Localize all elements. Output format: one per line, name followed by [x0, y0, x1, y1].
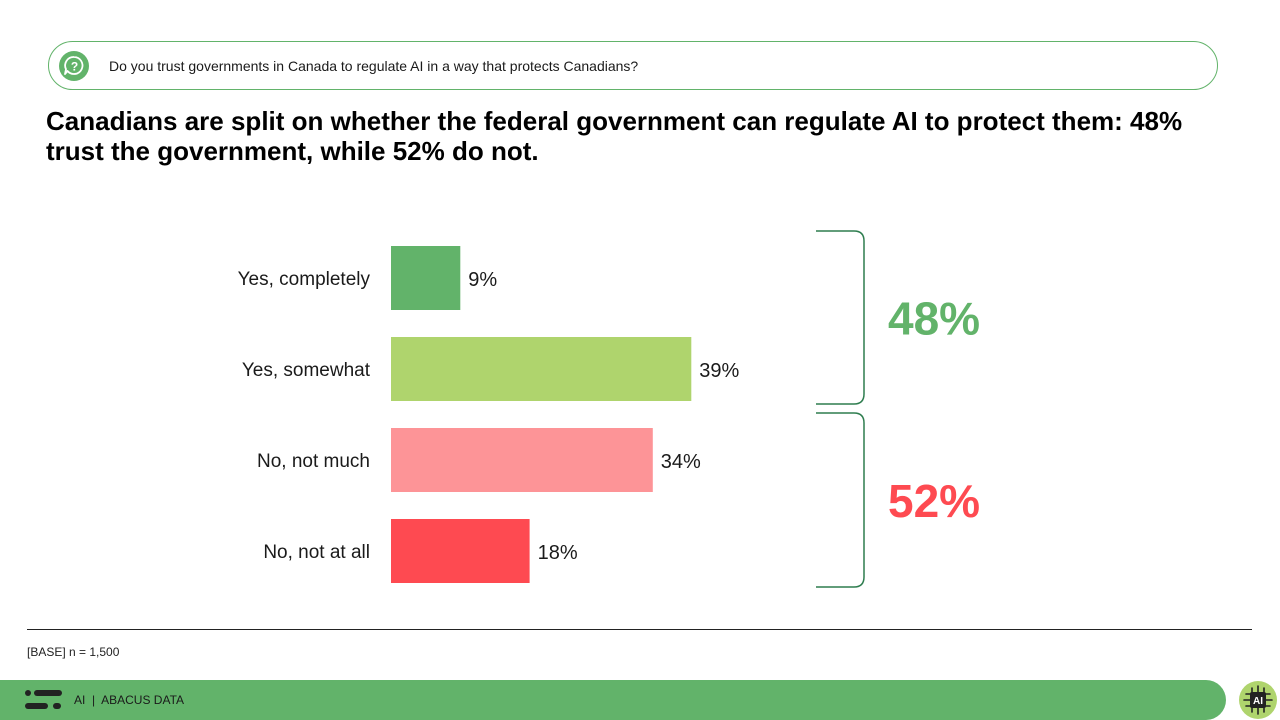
question-chat-icon: ? [59, 51, 89, 81]
bar-chart: Yes, completely 9% Yes, somewhat 39% No, not… [238, 230, 980, 588]
bar [391, 428, 653, 492]
value-label: 34% [661, 451, 701, 473]
category-label: Yes, somewhat [242, 360, 371, 381]
ai-chip-badge-icon: AI [1239, 681, 1277, 719]
bar [391, 519, 530, 583]
base-note: [BASE] n = 1,500 [27, 645, 120, 659]
question-box: ? Do you trust governments in Canada to … [48, 41, 1218, 90]
bar [391, 337, 692, 401]
footer-bar: AI | ABACUS DATA [0, 680, 1226, 720]
page-title: Canadians are split on whether the feder… [46, 106, 1183, 166]
category-label: No, not at all [263, 542, 370, 563]
value-label: 18% [538, 542, 578, 564]
category-label: No, not much [257, 451, 370, 472]
ai-badge-text: AI [1253, 696, 1263, 707]
divider [27, 629, 1252, 630]
question-text: Do you trust governments in Canada to re… [109, 58, 639, 74]
value-label: 39% [699, 360, 739, 382]
footer-text: AI | ABACUS DATA [74, 693, 185, 707]
group-total-label: 48% [888, 293, 980, 345]
value-label: 9% [468, 269, 497, 291]
bar [391, 246, 461, 310]
group-bracket [816, 412, 865, 588]
abacus-logo-icon [25, 690, 62, 709]
group-bracket [816, 230, 865, 405]
svg-text:?: ? [71, 60, 78, 74]
category-label: Yes, completely [238, 269, 371, 290]
group-total-label: 52% [888, 475, 980, 527]
